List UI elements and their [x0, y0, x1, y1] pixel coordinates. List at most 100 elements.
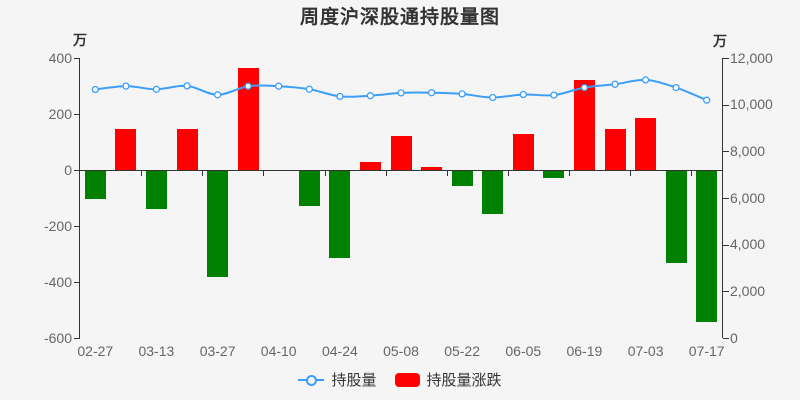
- bar-negative[interactable]: [696, 171, 718, 323]
- line-point[interactable]: [244, 82, 252, 90]
- x-axis-tick-label: 06-05: [505, 343, 542, 359]
- line-point[interactable]: [427, 89, 436, 97]
- line-point[interactable]: [336, 92, 344, 101]
- x-axis-tick-label: 05-08: [383, 343, 419, 359]
- legend-item-holdings[interactable]: 持股量: [298, 369, 377, 390]
- bar-positive[interactable]: [390, 136, 412, 170]
- line-point[interactable]: [550, 91, 558, 99]
- bar-negative[interactable]: [451, 171, 473, 187]
- left-axis-tick-label: -400: [43, 273, 72, 290]
- legend-item-change[interactable]: 持股量涨跌: [394, 369, 502, 390]
- line-point[interactable]: [611, 80, 619, 88]
- line-point[interactable]: [580, 83, 589, 92]
- x-axis-tick-label: 05-22: [444, 343, 480, 359]
- right-axis-tick-label: 8,000: [730, 142, 766, 159]
- bar-positive[interactable]: [573, 80, 595, 170]
- bar-positive[interactable]: [635, 118, 657, 170]
- bar-negative[interactable]: [84, 171, 106, 199]
- bar-positive[interactable]: [359, 161, 381, 170]
- line-point[interactable]: [213, 91, 222, 99]
- right-axis-tick-label: 2,000: [730, 282, 766, 299]
- line-point[interactable]: [91, 85, 99, 94]
- bar-positive[interactable]: [512, 133, 534, 170]
- line-point[interactable]: [489, 93, 497, 102]
- left-axis-tick: [74, 282, 80, 283]
- right-axis-tick: [723, 244, 729, 246]
- left-axis-tick-label: -200: [43, 217, 72, 234]
- bar-negative[interactable]: [665, 171, 687, 264]
- x-axis-tick-label: 06-19: [566, 343, 603, 359]
- x-axis-tick: [630, 170, 632, 176]
- chart-title: 周度沪深股通持股量图: [299, 7, 500, 28]
- x-axis-tick: [141, 170, 143, 176]
- line-point[interactable]: [275, 82, 283, 90]
- right-axis-tick-label: 4,000: [730, 236, 766, 253]
- x-axis-tick-label: 03-13: [138, 343, 175, 359]
- bar-positive[interactable]: [421, 167, 443, 170]
- line-point[interactable]: [672, 83, 680, 92]
- right-axis-tick: [723, 291, 729, 293]
- left-axis-tick: [74, 114, 80, 115]
- right-axis-tick: [723, 198, 729, 199]
- bar-negative[interactable]: [543, 171, 565, 178]
- x-axis-tick-label: 02-27: [77, 343, 114, 359]
- right-axis-tick-label: 6,000: [730, 189, 766, 206]
- left-axis-tick-label: 0: [64, 161, 72, 178]
- bar-negative[interactable]: [145, 171, 167, 209]
- line-point[interactable]: [183, 82, 191, 90]
- left-axis-unit: 万: [73, 32, 87, 48]
- line-point[interactable]: [366, 92, 375, 100]
- bar-positive[interactable]: [604, 129, 626, 170]
- right-axis-line: [722, 58, 723, 338]
- zero-line: [80, 170, 722, 171]
- line-point[interactable]: [641, 76, 650, 84]
- x-axis-tick: [508, 170, 509, 176]
- left-axis-tick-label: 400: [48, 49, 72, 66]
- line-point[interactable]: [458, 90, 466, 98]
- bar-positive[interactable]: [115, 129, 137, 170]
- left-axis-line: [79, 58, 80, 338]
- left-axis-tick: [74, 58, 80, 59]
- left-axis-tick: [74, 338, 80, 339]
- x-axis-tick: [324, 170, 326, 176]
- x-axis-tick: [202, 170, 204, 176]
- right-axis-tick: [723, 338, 729, 339]
- x-axis-tick-label: 03-27: [199, 343, 236, 359]
- right-axis-unit: 万: [713, 33, 727, 49]
- x-axis-tick-label: 07-03: [627, 343, 664, 359]
- left-axis-tick-label: -600: [43, 329, 72, 346]
- x-axis-tick: [446, 170, 448, 176]
- legend-label-holdings: 持股量: [331, 372, 377, 389]
- bar-negative[interactable]: [298, 171, 320, 206]
- line-point[interactable]: [703, 96, 711, 104]
- x-axis-tick: [691, 170, 693, 176]
- x-axis-tick-label: 07-17: [688, 343, 725, 359]
- x-axis-tick: [569, 170, 571, 176]
- line-point[interactable]: [397, 89, 405, 97]
- line-point[interactable]: [122, 82, 130, 90]
- x-axis-tick: [263, 170, 265, 176]
- bar-negative[interactable]: [329, 171, 351, 258]
- line-point[interactable]: [152, 85, 161, 93]
- left-axis-tick: [74, 226, 80, 227]
- bar-negative[interactable]: [207, 171, 229, 278]
- left-axis-tick: [74, 170, 80, 171]
- bar-positive[interactable]: [176, 129, 198, 170]
- line-marker-icon: [306, 374, 318, 386]
- bar-series-icon: [394, 372, 420, 387]
- x-axis-tick-label: 04-10: [260, 343, 297, 359]
- right-axis-tick: [723, 58, 729, 59]
- x-axis-tick: [385, 170, 387, 176]
- line-point[interactable]: [305, 85, 313, 93]
- line-series-icon: [298, 374, 325, 386]
- legend-label-change: 持股量涨跌: [426, 372, 502, 389]
- legend: 持股量 持股量涨跌: [0, 369, 800, 390]
- x-axis-tick-label: 04-24: [321, 343, 358, 359]
- bar-negative[interactable]: [482, 171, 504, 215]
- bar-positive[interactable]: [237, 67, 259, 170]
- line-point[interactable]: [519, 90, 527, 99]
- right-axis-tick-label: 0: [730, 329, 738, 346]
- right-axis-tick: [723, 104, 729, 106]
